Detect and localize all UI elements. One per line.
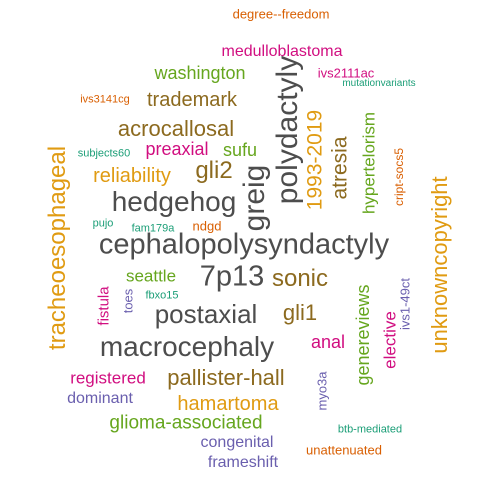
word-ivs3141cg: ivs3141cg (80, 93, 130, 106)
word-sonic: sonic (271, 265, 329, 292)
word-mutationvariants: mutationvariants (342, 78, 416, 89)
word-atresia: atresia (328, 136, 352, 200)
word-postaxial: postaxial (154, 299, 258, 329)
word-preaxial: preaxial (145, 139, 209, 159)
word-washington: washington (154, 63, 246, 83)
word-greig: greig (238, 164, 271, 232)
word-genereviews: genereviews (353, 284, 373, 386)
word-cript-socs5: cript-socs5 (392, 147, 406, 207)
word-btb-mediated: btb-mediated (337, 423, 403, 436)
word-frameshift: frameshift (207, 454, 279, 471)
word-congenital: congenital (200, 434, 274, 451)
word-subjects60: subjects60 (77, 147, 131, 160)
word-hamartoma: hamartoma (177, 393, 279, 415)
word-macrocephaly: macrocephaly (99, 331, 275, 362)
word-ndgd: ndgd (192, 218, 222, 234)
word-elective: elective (380, 311, 400, 369)
word-sufu: sufu (222, 140, 258, 160)
word-acrocallosal: acrocallosal (117, 116, 235, 141)
word-ivs1-49ct: ivs1-49ct (397, 277, 413, 331)
word-fam179a: fam179a (131, 222, 175, 235)
word-7p13: 7p13 (199, 260, 265, 293)
word-pallister-hall: pallister-hall (167, 365, 285, 390)
word-ivs2111ac: ivs2111ac (317, 65, 375, 81)
word-degree--freedom: degree--freedom (232, 6, 330, 22)
word-unknowncopyright: unknowncopyright (427, 176, 452, 354)
word-tracheoesophageal: tracheoesophageal (44, 145, 71, 351)
word-hedgehog: hedgehog (111, 186, 237, 217)
word-hypertelorism: hypertelorism (359, 111, 379, 215)
word-gli2: gli2 (195, 157, 233, 184)
word-dominant: dominant (67, 390, 133, 407)
word-polydactyly: polydactyly (271, 55, 304, 205)
word-seattle: seattle (125, 266, 177, 286)
word-1993-2019: 1993-2019 (303, 109, 327, 211)
word-myo3a: myo3a (314, 371, 330, 411)
word-fistula: fistula (95, 286, 113, 326)
word-glioma-associated: glioma-associated (109, 412, 263, 434)
word-gli1: gli1 (282, 300, 318, 325)
word-pujo: pujo (92, 217, 114, 230)
word-fbxo15: fbxo15 (145, 289, 179, 302)
word-unattenuated: unattenuated (306, 442, 382, 458)
word-medulloblastoma: medulloblastoma (221, 43, 343, 60)
word-reliability: reliability (93, 165, 171, 187)
word-cephalopolysyndactyly: cephalopolysyndactyly (98, 228, 390, 261)
word-toes: toes (120, 288, 136, 314)
word-trademark: trademark (146, 89, 238, 111)
word-anal: anal (310, 332, 346, 352)
word-registered: registered (70, 368, 146, 388)
